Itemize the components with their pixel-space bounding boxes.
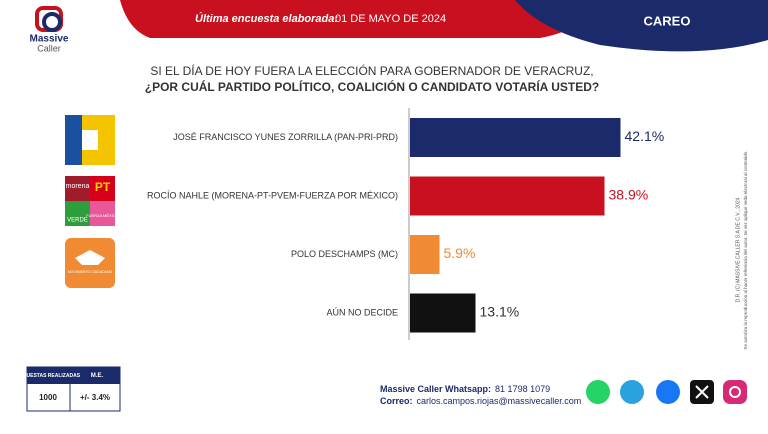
telegram-icon[interactable] <box>620 380 644 404</box>
value-label: 13.1% <box>480 304 520 320</box>
logo-text: MOVIMIENTO CIUDADANO <box>68 270 113 274</box>
contact-label: Correo: <box>380 396 413 406</box>
contact-value: carlos.campos.riojas@massivecaller.com <box>417 396 582 406</box>
logo-text: morena <box>66 183 90 190</box>
header-tab-label: CAREO <box>644 13 691 28</box>
logo-text: VERDE <box>67 218 88 224</box>
table-cell: +/- 3.4% <box>80 393 110 402</box>
x-glyph <box>695 385 709 399</box>
brand-name: Caller <box>37 43 61 53</box>
chart-subtitle: ¿POR CUÁL PARTIDO POLÍTICO, COALICIÓN O … <box>145 79 599 94</box>
bar <box>410 293 476 333</box>
value-label: 38.9% <box>609 187 649 203</box>
legal-text: D.R. (C) MASSIVE CALLER S.A DE C.V., 202… <box>735 197 741 302</box>
logo-morena <box>65 176 90 201</box>
category-label: AÚN NO DECIDE <box>326 307 398 317</box>
table-header: M.E. <box>91 373 104 379</box>
bar <box>410 176 605 216</box>
bar <box>410 235 440 274</box>
category-label: JOSÉ FRANCISCO YUNES ZORRILLA (PAN-PRI-P… <box>173 132 398 142</box>
contact-line: Massive Caller Whatsapp: 81 1798 1079 <box>380 384 550 394</box>
header-date: 01 DE MAYO DE 2024 <box>335 13 446 25</box>
bar <box>410 118 621 157</box>
brand-name: Massive <box>30 34 69 45</box>
header-tab <box>515 0 768 52</box>
value-label: 42.1% <box>625 128 665 144</box>
facebook-icon[interactable] <box>656 380 680 404</box>
sample-table-header <box>27 367 120 384</box>
whatsapp-icon[interactable] <box>586 380 610 404</box>
logo-mc-eagle <box>75 250 105 265</box>
table-header: ENCUESTAS REALIZADAS <box>16 373 81 379</box>
instagram-icon[interactable] <box>723 380 747 404</box>
table-cell: 1000 <box>39 393 57 402</box>
logo-fuerza <box>90 201 115 226</box>
logo-text: PT <box>95 180 111 194</box>
chart-title: SI EL DÍA DE HOY FUERA LA ELECCIÓN PARA … <box>150 63 593 78</box>
logo-pan <box>65 115 82 165</box>
logo-text: FUERZA MÉXICO <box>86 213 119 218</box>
legal-text: Se autoriza la reproducción al hacer ref… <box>743 150 748 349</box>
logo-icon <box>42 12 62 32</box>
contact-value: 81 1798 1079 <box>495 384 550 394</box>
category-label: POLO DESCHAMPS (MC) <box>291 249 398 259</box>
instagram-glyph <box>729 386 741 398</box>
value-label: 5.9% <box>444 245 476 261</box>
logo-pri <box>82 130 98 150</box>
logo-verde <box>65 201 90 226</box>
category-label: ROCÍO NAHLE (MORENA-PT-PVEM-FUERZA POR M… <box>147 190 398 200</box>
contact-line: Correo: carlos.campos.riojas@massivecalle… <box>380 396 581 406</box>
header-label: Última encuesta elaborada: <box>195 12 338 25</box>
logo-pt <box>90 176 115 201</box>
contact-label: Massive Caller Whatsapp: <box>380 384 491 394</box>
header-band <box>120 0 600 38</box>
